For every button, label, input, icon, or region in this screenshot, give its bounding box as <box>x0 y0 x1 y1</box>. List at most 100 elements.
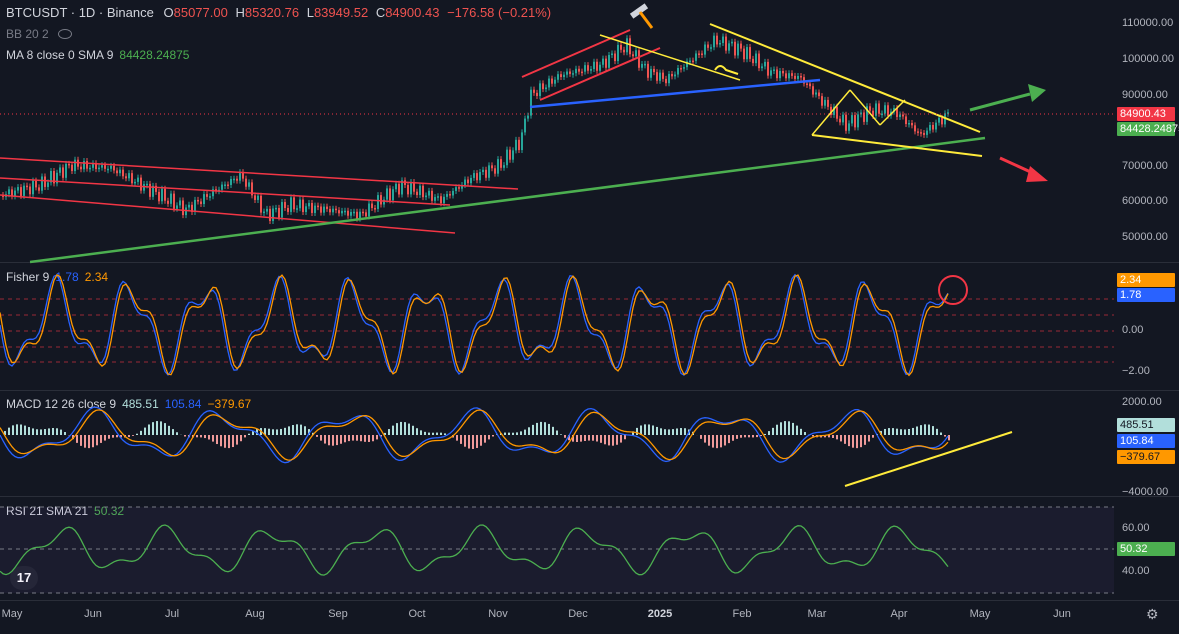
candle-body <box>182 200 184 216</box>
symbol-label[interactable]: BTCUSDT · 1D · Binance <box>6 5 154 20</box>
candle-body <box>200 201 202 205</box>
macd-histogram-bar <box>128 435 130 438</box>
macd-histogram-bar <box>432 432 434 435</box>
candle-body <box>410 182 412 195</box>
macd-histogram-bar <box>640 425 642 435</box>
candle-body <box>8 189 10 195</box>
candle-body <box>401 180 403 195</box>
candle-body <box>812 86 814 95</box>
macd-histogram-bar <box>420 430 422 435</box>
candle-body <box>743 48 745 60</box>
macd-histogram-bar <box>908 429 910 435</box>
macd-histogram-bar <box>504 432 506 435</box>
chart-drawing-layer[interactable] <box>0 0 1114 600</box>
macd-histogram-bar <box>232 435 234 448</box>
macd-histogram-bar <box>12 425 14 435</box>
eye-off-icon[interactable] <box>58 29 73 39</box>
candle-body <box>80 166 82 170</box>
long-term-support <box>29 136 986 264</box>
macd-histogram-bar <box>516 432 518 435</box>
hammer-icon <box>638 11 654 29</box>
ohlc-change: −176.58 (−0.21%) <box>447 5 552 20</box>
macd-histogram-bar <box>528 427 530 435</box>
candle-body <box>779 70 781 79</box>
macd-histogram-bar <box>160 421 162 435</box>
gear-icon[interactable]: ⚙ <box>1146 606 1159 622</box>
candle-body <box>446 194 448 197</box>
tradingview-logo[interactable]: 17 <box>10 566 38 590</box>
candle-body <box>872 110 874 116</box>
macd-histogram-bar <box>344 435 346 443</box>
candle-body <box>704 44 706 55</box>
pane-separator[interactable] <box>0 496 1179 497</box>
candle-body <box>707 44 709 48</box>
candle-body <box>239 172 241 181</box>
candle-body <box>596 61 598 71</box>
candle-body <box>467 179 469 184</box>
macd-histogram-bar <box>404 422 406 435</box>
macd-histogram-bar <box>376 435 378 440</box>
macd-histogram-bar <box>896 428 898 435</box>
pane-separator[interactable] <box>0 262 1179 263</box>
macd-histogram-bar <box>308 429 310 435</box>
macd-histogram-bar <box>48 428 50 435</box>
candle-body <box>65 163 67 178</box>
time-axis-separator[interactable] <box>0 600 1179 601</box>
candle-body <box>464 179 466 185</box>
y-tick: 90000.00 <box>1122 89 1168 101</box>
yellow-annotation <box>714 65 739 75</box>
zigzag-line <box>811 89 851 136</box>
candle-body <box>137 177 139 182</box>
macd-histogram-bar <box>700 435 702 439</box>
macd-histogram-bar <box>752 435 754 438</box>
macd-histogram-bar <box>104 435 106 441</box>
macd-legend[interactable]: MACD 12 26 close 9 485.51 105.84 −379.67 <box>6 397 252 411</box>
candle-body <box>461 184 463 189</box>
macd-histogram-bar <box>456 435 458 441</box>
candle-body <box>506 149 508 166</box>
candle-body <box>482 169 484 173</box>
candle-body <box>212 189 214 197</box>
macd-histogram-bar <box>60 429 62 435</box>
fisher-legend[interactable]: Fisher 9 1.78 2.34 <box>6 270 109 284</box>
x-tick: Mar <box>807 608 827 620</box>
macd-histogram-bar <box>44 429 46 435</box>
candle-body <box>599 64 601 71</box>
rsi-line <box>0 524 949 576</box>
macd-badge-orange: −379.67 <box>1117 450 1175 464</box>
candle-body <box>398 183 400 195</box>
candle-body <box>338 210 340 214</box>
macd-histogram-bar <box>804 432 806 435</box>
macd-histogram-bar <box>244 435 246 438</box>
candle-body <box>824 99 826 106</box>
candle-body <box>749 47 751 59</box>
candle-body <box>848 123 850 131</box>
macd-histogram-bar <box>272 429 274 435</box>
candle-body <box>530 89 532 116</box>
candle-body <box>887 105 889 116</box>
candle-body <box>659 72 661 81</box>
macd-histogram-bar <box>184 435 186 437</box>
main-legend: BTCUSDT · 1D · Binance O85077.00 H85320.… <box>6 5 557 20</box>
macd-histogram-bar <box>16 424 18 435</box>
candle-body <box>647 63 649 78</box>
candle-body <box>683 67 685 69</box>
candle-body <box>863 112 865 122</box>
macd-signal-line <box>0 409 949 461</box>
candle-body <box>611 53 613 56</box>
candle-body <box>146 183 148 186</box>
macd-histogram-bar <box>812 435 814 437</box>
macd-histogram-bar <box>708 435 710 446</box>
macd-histogram-bar <box>464 435 466 447</box>
candle-body <box>797 75 799 79</box>
bb-legend[interactable]: BB 20 2 <box>6 27 78 41</box>
macd-histogram-bar <box>328 435 330 446</box>
candle-body <box>908 123 910 125</box>
candle-body <box>32 180 34 195</box>
macd-histogram-bar <box>904 429 906 435</box>
y-tick: 110000.00 <box>1122 17 1174 29</box>
pane-separator[interactable] <box>0 390 1179 391</box>
y-tick: 100000.00 <box>1122 53 1174 65</box>
ma-legend[interactable]: MA 8 close 0 SMA 9 84428.24875 <box>6 48 190 62</box>
candle-body <box>701 53 703 55</box>
